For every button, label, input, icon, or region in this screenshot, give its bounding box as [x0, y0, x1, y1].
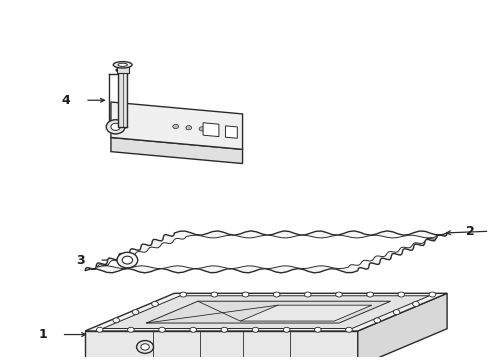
Circle shape: [96, 327, 103, 332]
Circle shape: [242, 292, 248, 297]
Ellipse shape: [116, 68, 129, 72]
Circle shape: [412, 301, 418, 306]
Polygon shape: [102, 296, 428, 329]
Text: 4: 4: [62, 94, 70, 107]
Circle shape: [180, 292, 186, 297]
Circle shape: [136, 341, 153, 353]
Circle shape: [185, 126, 191, 130]
Polygon shape: [118, 70, 127, 127]
Circle shape: [117, 252, 138, 268]
Circle shape: [111, 123, 120, 130]
Circle shape: [122, 256, 132, 264]
Circle shape: [373, 318, 380, 323]
Text: 2: 2: [465, 225, 474, 238]
Circle shape: [172, 125, 178, 129]
Circle shape: [113, 318, 119, 323]
Circle shape: [366, 292, 373, 297]
Polygon shape: [111, 138, 242, 163]
Polygon shape: [225, 126, 237, 138]
Circle shape: [283, 327, 289, 332]
Polygon shape: [357, 293, 446, 360]
Circle shape: [252, 327, 258, 332]
Circle shape: [397, 292, 404, 297]
Circle shape: [211, 292, 217, 297]
Polygon shape: [111, 102, 242, 149]
Circle shape: [221, 327, 227, 332]
Polygon shape: [203, 123, 219, 136]
Circle shape: [392, 310, 399, 315]
Text: 1: 1: [38, 328, 47, 341]
Circle shape: [151, 301, 158, 306]
Circle shape: [132, 310, 139, 315]
Circle shape: [304, 292, 310, 297]
Circle shape: [127, 327, 134, 332]
Circle shape: [335, 292, 342, 297]
Polygon shape: [240, 305, 371, 321]
Ellipse shape: [113, 62, 132, 68]
Circle shape: [189, 327, 196, 332]
Polygon shape: [116, 66, 128, 73]
Circle shape: [314, 327, 321, 332]
Circle shape: [141, 344, 149, 350]
Circle shape: [159, 327, 165, 332]
Polygon shape: [85, 231, 446, 273]
Circle shape: [199, 127, 204, 131]
Circle shape: [273, 292, 279, 297]
Circle shape: [345, 327, 351, 332]
Text: 3: 3: [76, 253, 84, 267]
Polygon shape: [85, 331, 357, 360]
Ellipse shape: [118, 63, 127, 66]
Ellipse shape: [82, 352, 143, 360]
Polygon shape: [97, 235, 437, 269]
Polygon shape: [146, 301, 390, 323]
Circle shape: [106, 120, 125, 134]
Polygon shape: [85, 293, 446, 331]
Circle shape: [428, 292, 435, 297]
